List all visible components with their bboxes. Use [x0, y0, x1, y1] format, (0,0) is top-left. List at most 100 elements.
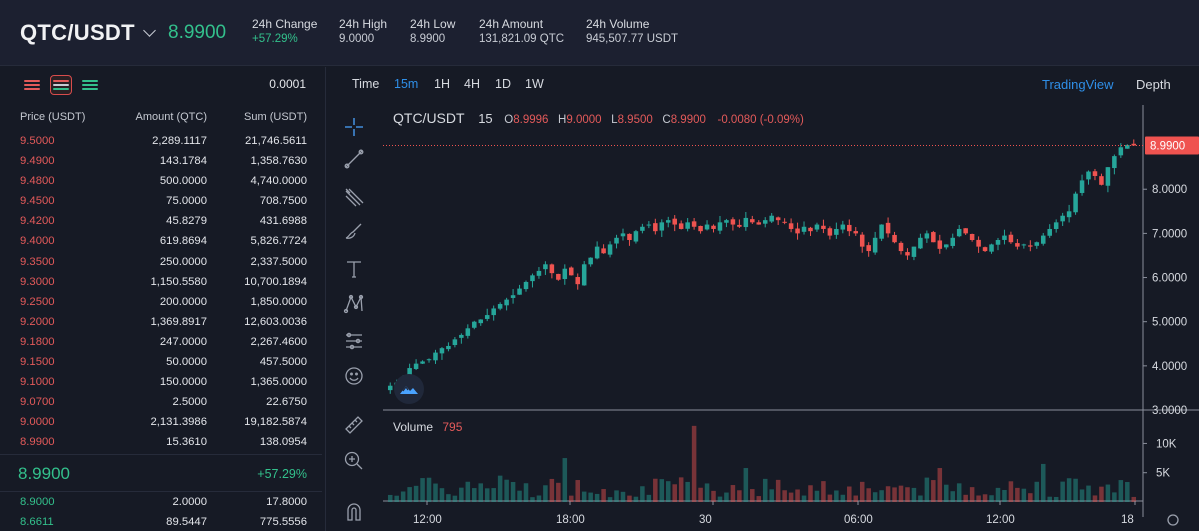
candle-body — [795, 228, 800, 234]
legend-high-label: H — [558, 114, 567, 126]
ask-row[interactable]: 9.0000 2,131.3986 19,182.5874 — [0, 412, 322, 432]
ask-row[interactable]: 9.3500 250.0000 2,337.5000 — [0, 252, 322, 272]
row-amount: 250.0000 — [159, 255, 207, 268]
volume-bar — [620, 491, 626, 502]
volume-bar — [814, 490, 820, 502]
ask-row[interactable]: 9.2000 1,369.8917 12,603.0036 — [0, 312, 322, 332]
volume-bar — [653, 478, 658, 502]
candle-body — [1105, 167, 1111, 186]
drawing-toolbar — [326, 105, 382, 531]
forecast-icon[interactable] — [340, 327, 368, 355]
volume-bar — [407, 487, 412, 502]
volume-bar — [879, 490, 884, 502]
volume-bar — [510, 481, 516, 502]
candle-body — [665, 220, 671, 223]
view-bids-only-icon[interactable] — [80, 76, 100, 94]
volume-bar — [394, 495, 399, 502]
candle-body — [730, 219, 736, 225]
ask-row[interactable]: 9.1500 50.0000 457.5000 — [0, 352, 322, 372]
ask-row[interactable]: 9.0700 2.5000 22.6750 — [0, 392, 322, 412]
tf-1w[interactable]: 1W — [525, 77, 544, 91]
volume-bar — [866, 488, 871, 502]
ask-row[interactable]: 9.5000 2,289.1117 21,746.5611 — [0, 131, 322, 151]
volume-bar — [459, 487, 464, 502]
bid-row[interactable]: 8.6611 89.5447 775.5556 — [0, 512, 322, 531]
fib-icon[interactable] — [340, 183, 368, 211]
price-chart[interactable]: 8.0000 7.0000 6.0000 5.0000 4.0000 3.0000 10K 5… — [383, 105, 1199, 531]
view-both-icon[interactable] — [50, 75, 72, 95]
stat-value: 945,507.77 USDT — [586, 33, 679, 45]
candle-body — [982, 247, 988, 252]
volume-bar — [769, 489, 774, 502]
candle-body — [937, 240, 943, 249]
stat-label: 24h Change — [252, 17, 318, 31]
tf-1h[interactable]: 1H — [434, 77, 450, 91]
ask-row[interactable]: 9.2500 200.0000 1,850.0000 — [0, 292, 322, 312]
emoji-icon[interactable] — [340, 362, 368, 390]
tf-1d[interactable]: 1D — [495, 77, 511, 91]
col-sum: Sum (USDT) — [244, 111, 307, 123]
view-asks-only-icon[interactable] — [22, 76, 42, 94]
ask-row[interactable]: 9.4000 619.8694 5,826.7724 — [0, 231, 322, 251]
volume-bar — [1015, 487, 1020, 502]
candle-body — [1086, 171, 1091, 180]
row-price: 8.9000 — [20, 496, 55, 508]
row-amount: 75.0000 — [166, 195, 207, 208]
magnet-icon[interactable] — [340, 497, 368, 525]
tf-4h[interactable]: 4H — [464, 77, 480, 91]
ask-row[interactable]: 9.1000 150.0000 1,365.0000 — [0, 372, 322, 392]
volume-bar — [1008, 481, 1014, 502]
row-sum: 4,740.0000 — [250, 175, 307, 188]
candle-body — [439, 348, 445, 354]
row-price: 8.6611 — [20, 516, 54, 529]
candle-body — [1118, 147, 1124, 156]
ask-row[interactable]: 9.3000 1,150.5580 10,700.1894 — [0, 272, 322, 292]
ask-row[interactable]: 9.4900 143.1784 1,358.7630 — [0, 151, 322, 171]
pattern-icon[interactable] — [340, 290, 368, 318]
candle-body — [743, 217, 749, 228]
pair-selector[interactable]: QTC/USDT — [20, 20, 156, 46]
volume-bar — [859, 481, 865, 502]
candle-body — [1092, 171, 1098, 176]
candle-body — [491, 308, 496, 316]
candle-body — [459, 334, 464, 338]
last-price: 8.9900 — [168, 22, 227, 43]
tf-15m[interactable]: 15m — [394, 77, 419, 91]
ask-row[interactable]: 8.9900 15.3610 138.0954 — [0, 432, 322, 452]
candle-body — [387, 385, 393, 391]
tf-time[interactable]: Time — [352, 77, 380, 91]
crosshair-icon[interactable] — [340, 113, 368, 141]
text-icon[interactable] — [340, 255, 368, 283]
ask-row[interactable]: 9.4500 75.0000 708.7500 — [0, 191, 322, 211]
row-amount: 2.0000 — [172, 496, 207, 508]
trendline-icon[interactable] — [340, 145, 368, 173]
ask-row[interactable]: 9.4800 500.0000 4,740.0000 — [0, 171, 322, 191]
candle-body — [788, 223, 794, 229]
volume-legend: Volume 795 — [393, 420, 462, 434]
volume-bar — [853, 495, 859, 502]
zoom-icon[interactable] — [340, 447, 368, 475]
volume-bar — [730, 485, 736, 502]
volume-bar — [840, 494, 846, 502]
chart-logo-icon[interactable] — [394, 374, 424, 404]
ask-row[interactable]: 9.4200 45.8279 431.6988 — [0, 211, 322, 231]
candle-body — [510, 295, 516, 298]
volume-bar — [963, 494, 968, 502]
depth-tab[interactable]: Depth — [1136, 77, 1171, 92]
bid-row[interactable]: 8.9000 2.0000 17.8000 — [0, 492, 322, 512]
row-amount: 2,131.3986 — [150, 416, 207, 429]
candle-body — [827, 228, 833, 236]
candle-body — [420, 361, 425, 364]
volume-bar — [885, 486, 891, 502]
candle-body — [775, 217, 781, 221]
candle-body — [407, 368, 412, 379]
tradingview-tab[interactable]: TradingView — [1042, 77, 1114, 92]
ask-row[interactable]: 9.1800 247.0000 2,267.4600 — [0, 332, 322, 352]
candle-body — [588, 257, 593, 265]
settings-gear-icon[interactable] — [1167, 514, 1179, 526]
brush-icon[interactable] — [340, 217, 368, 245]
ruler-icon[interactable] — [340, 411, 368, 439]
candle-body — [601, 248, 606, 254]
volume-bar — [989, 495, 994, 502]
precision-select[interactable]: 0.0001 — [269, 77, 306, 91]
